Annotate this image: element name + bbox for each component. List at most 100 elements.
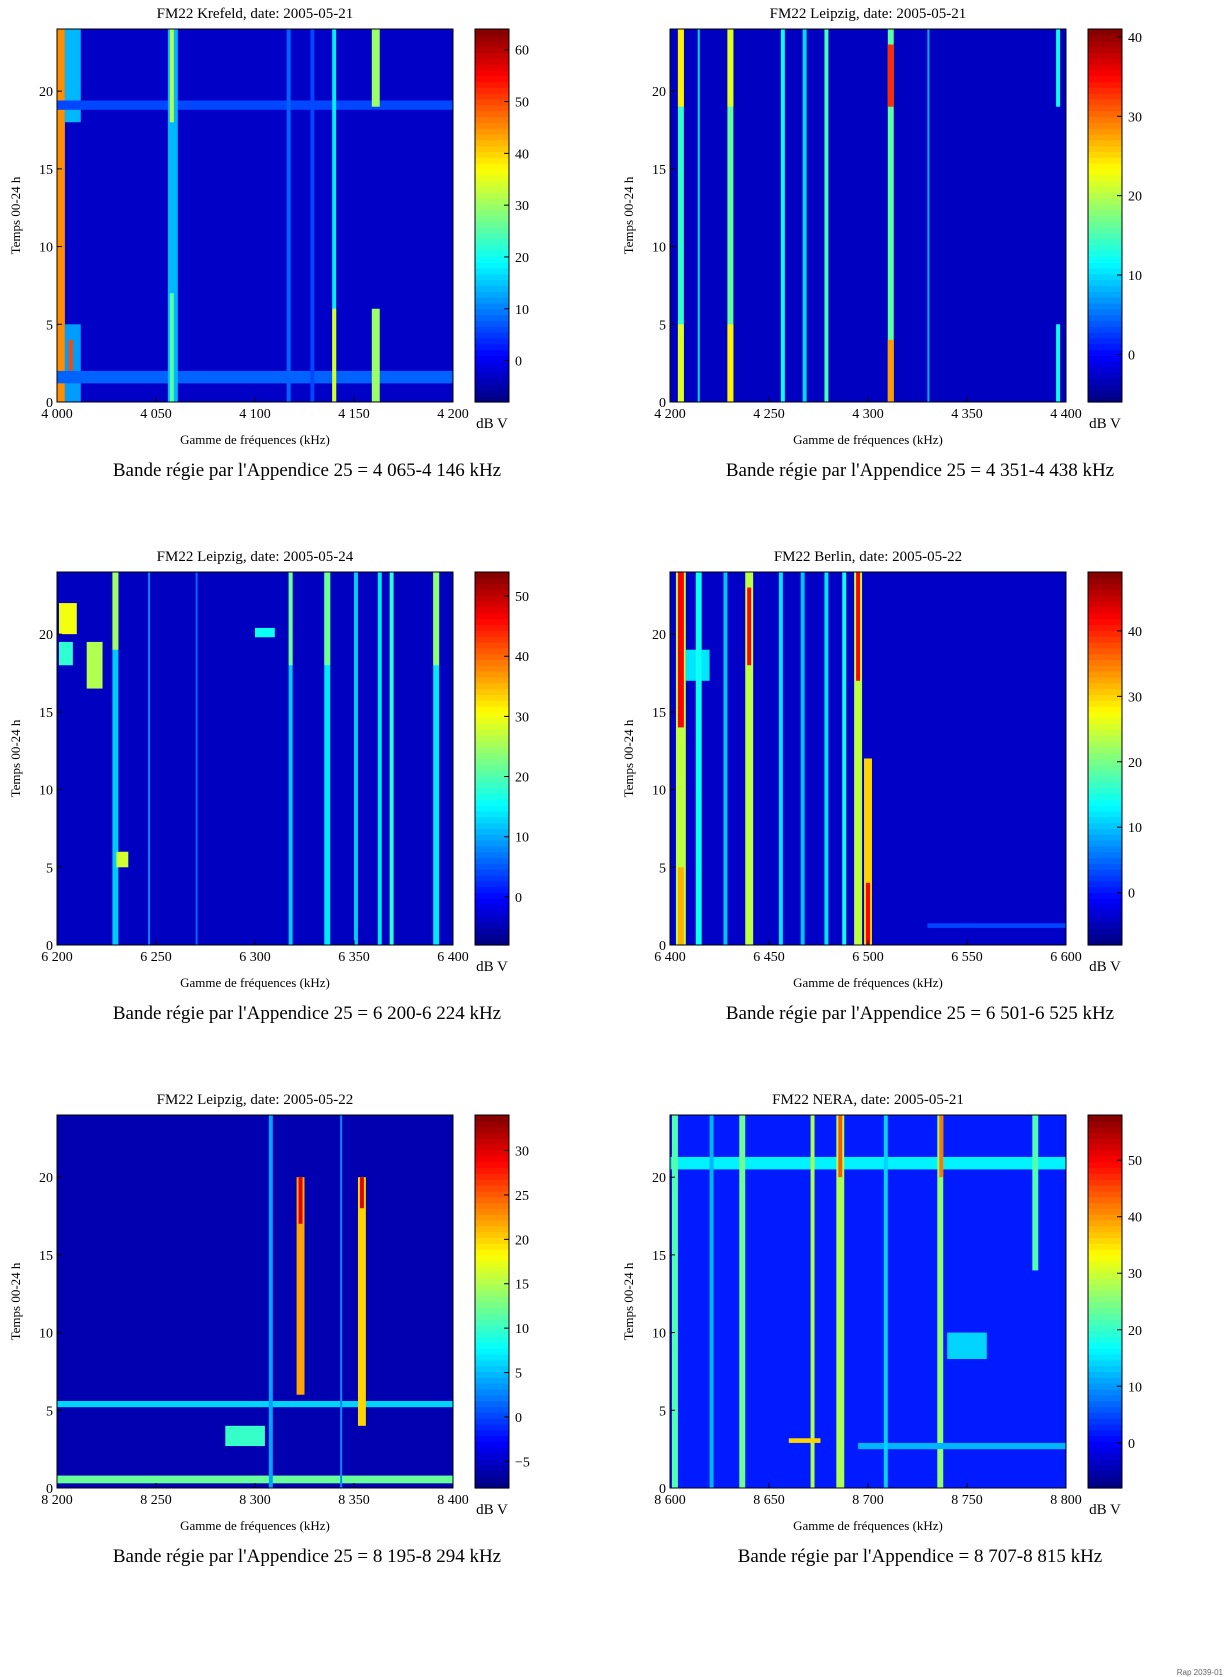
heatmap-feature-8 [195, 572, 198, 945]
colorbar-segment [475, 372, 509, 380]
y-tick-label: 20 [39, 85, 53, 100]
colorbar-segment [475, 647, 509, 655]
y-tick-label: 10 [39, 241, 53, 256]
caption-3: Bande régie par l'Appendice 25 = 6 200-6… [112, 1003, 502, 1024]
colorbar-segment [1088, 238, 1122, 246]
colorbar-segment [475, 1423, 509, 1431]
y-tick-label: 20 [652, 628, 666, 643]
colorbar-segment [475, 700, 509, 707]
heatmap-feature-4 [112, 572, 119, 945]
colorbar-segment [1088, 69, 1122, 77]
colorbar-segment [1088, 93, 1122, 100]
colorbar-segment [475, 665, 509, 672]
colorbar-segment [475, 110, 509, 118]
y-tick-label: 15 [39, 163, 53, 178]
colorbar-tick-label: 40 [515, 147, 529, 162]
colorbar-segment [1088, 1184, 1122, 1192]
colorbar-segment [1088, 1318, 1122, 1326]
colorbar-unit: dB V [476, 1502, 508, 1518]
colorbar-segment [475, 58, 509, 65]
heatmap-background [670, 1115, 1066, 1488]
colorbar-tick-label: 0 [515, 891, 522, 906]
heatmap-feature-12 [1032, 1115, 1039, 1271]
caption-4: Bande régie par l'Appendice 25 = 6 501-6… [725, 1003, 1115, 1024]
colorbar-segment [475, 343, 509, 351]
colorbar-segment [475, 840, 509, 847]
x-tick-label: 8 600 [654, 1493, 686, 1508]
heatmap-feature-14 [856, 572, 861, 681]
colorbar-segment [1088, 1482, 1122, 1489]
colorbar-segment [1088, 810, 1122, 818]
colorbar-segment [1088, 122, 1122, 129]
colorbar-segment [475, 851, 509, 859]
colorbar-segment [1088, 1161, 1122, 1169]
colorbar-segment [475, 1371, 509, 1378]
colorbar-tick-label: 5 [515, 1367, 522, 1382]
colorbar-segment [475, 618, 509, 626]
heatmap-feature-9 [255, 627, 275, 638]
x-tick-label: 6 300 [239, 950, 271, 965]
colorbar-segment [475, 1359, 509, 1367]
heatmap-feature-7 [359, 1177, 364, 1209]
heatmap-feature-15 [864, 758, 872, 945]
colorbar-segment [1088, 145, 1122, 152]
y-axis-label: Temps 00-24 h [621, 719, 636, 797]
x-tick-label: 6 400 [437, 950, 469, 965]
colorbar-segment [475, 1272, 509, 1279]
colorbar-segment [475, 577, 509, 585]
y-tick-label: 5 [46, 861, 53, 876]
colorbar-segment [475, 589, 509, 596]
colorbar-segment [1088, 752, 1122, 760]
colorbar-segment [1088, 1418, 1122, 1425]
colorbar-tick-label: 10 [515, 303, 529, 318]
y-tick-label: 0 [46, 396, 53, 411]
heatmap-feature-10 [288, 572, 293, 945]
heatmap-feature-12 [324, 572, 331, 945]
colorbar-segment [475, 822, 509, 830]
colorbar-tick-label: 0 [1128, 887, 1135, 902]
colorbar-segment [475, 396, 509, 403]
colorbar-segment [475, 81, 509, 88]
colorbar-segment [475, 1295, 509, 1303]
colorbar-segment [1088, 892, 1122, 899]
heatmap-feature-8 [937, 1115, 944, 1488]
colorbar-segment [475, 770, 509, 777]
colorbar-segment [1088, 396, 1122, 403]
heatmap-feature-4 [810, 1115, 815, 1488]
colorbar-segment [475, 746, 509, 754]
colorbar-segment [1088, 1272, 1122, 1279]
heatmap-feature-7 [727, 324, 734, 402]
colorbar-segment [475, 583, 509, 591]
colorbar-segment [1088, 1202, 1122, 1209]
colorbar-segment [1088, 326, 1122, 333]
heatmap-feature-14 [286, 29, 291, 402]
colorbar-segment [1088, 203, 1122, 211]
colorbar-segment [475, 1249, 509, 1256]
colorbar-segment [1088, 174, 1122, 182]
colorbar-segment [475, 1284, 509, 1291]
colorbar-unit: dB V [476, 416, 508, 432]
heatmap-feature-10 [800, 572, 805, 945]
colorbar-segment [1088, 1353, 1122, 1361]
colorbar-segment [1088, 355, 1122, 362]
heatmap-feature-1 [675, 572, 686, 945]
colorbar-segment [1088, 1371, 1122, 1378]
colorbar-segment [475, 1418, 509, 1425]
colorbar-tick-label: 30 [515, 1145, 529, 1160]
colorbar-tick-label: 30 [515, 710, 529, 725]
colorbar-tick-label: 0 [515, 355, 522, 370]
x-axis-label: Gamme de fréquences (kHz) [793, 432, 943, 447]
x-tick-label: 6 550 [951, 950, 983, 965]
y-tick-label: 15 [652, 1249, 666, 1264]
colorbar-tick-label: 0 [1128, 1437, 1135, 1452]
colorbar-segment [475, 198, 509, 205]
chart-2: FM22 Leipzig, date: 2005-05-21 4 200 4 250… [621, 6, 1142, 447]
colorbar-segment [1088, 198, 1122, 205]
colorbar-segment [475, 671, 509, 678]
colorbar-segment [1088, 851, 1122, 859]
colorbar-segment [475, 863, 509, 870]
colorbar-segment [475, 63, 509, 71]
heatmap-feature-3 [225, 1425, 265, 1447]
colorbar-segment [1088, 880, 1122, 888]
heatmap-feature-5 [788, 1438, 821, 1443]
